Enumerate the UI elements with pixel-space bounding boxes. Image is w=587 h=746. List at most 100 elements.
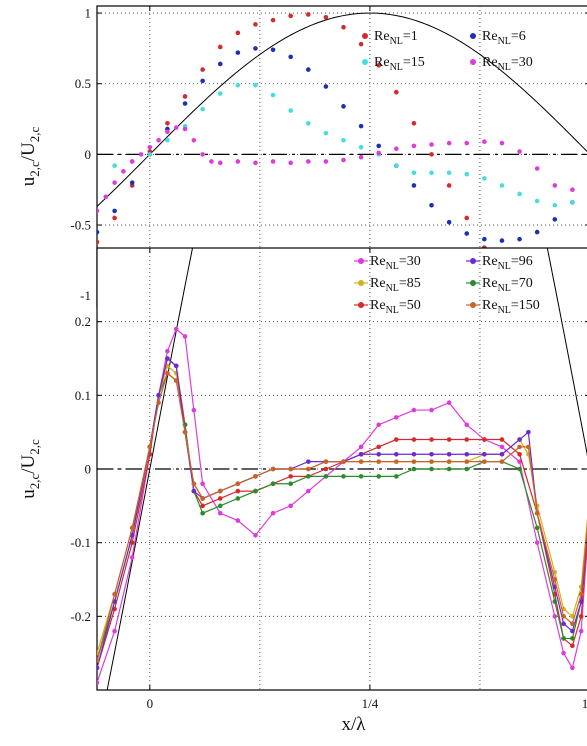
data-point xyxy=(288,13,293,19)
data-point xyxy=(394,415,399,420)
legend-marker xyxy=(470,59,476,65)
data-point xyxy=(270,47,276,53)
data-point xyxy=(182,101,188,106)
data-point xyxy=(341,104,346,109)
data-point xyxy=(464,437,470,442)
data-point xyxy=(499,140,505,146)
data-point xyxy=(253,533,258,538)
data-point xyxy=(464,215,470,221)
data-point xyxy=(191,137,197,143)
data-point xyxy=(305,120,311,126)
data-point xyxy=(570,614,575,619)
data-point xyxy=(411,407,417,413)
legend-label: ReNL=30 xyxy=(370,254,421,272)
data-point xyxy=(191,481,197,487)
y-tick-label: -0.2 xyxy=(70,609,91,624)
data-point xyxy=(200,503,205,509)
data-point xyxy=(394,146,399,152)
legend-item: ReNL=96 xyxy=(466,254,533,272)
data-point xyxy=(499,437,505,442)
y-tick-label: 0.5 xyxy=(75,76,91,91)
data-point xyxy=(112,163,117,168)
data-point xyxy=(165,348,170,354)
data-point xyxy=(200,496,205,501)
data-point xyxy=(288,503,293,509)
data-point xyxy=(147,152,153,157)
series-line xyxy=(97,328,587,683)
data-point xyxy=(499,238,505,243)
data-point xyxy=(341,459,346,464)
data-point xyxy=(217,44,223,50)
data-point xyxy=(570,628,575,634)
data-point xyxy=(235,50,241,55)
data-point xyxy=(578,591,584,597)
data-point xyxy=(517,149,522,154)
data-point xyxy=(561,636,566,641)
data-point xyxy=(112,591,117,597)
data-point xyxy=(376,459,382,464)
data-point xyxy=(341,137,346,143)
data-point xyxy=(552,202,558,208)
data-point xyxy=(464,466,470,472)
data-point xyxy=(411,143,417,149)
data-point xyxy=(182,126,188,132)
data-point xyxy=(376,444,382,450)
data-point xyxy=(394,474,399,479)
legend-item: ReNL=70 xyxy=(466,276,533,294)
data-point xyxy=(97,658,100,663)
data-point xyxy=(526,444,531,450)
data-point xyxy=(534,229,540,235)
legend-marker xyxy=(362,59,368,65)
legend-label: ReNL=15 xyxy=(374,55,425,73)
data-point xyxy=(270,17,276,23)
data-point xyxy=(253,488,258,494)
data-point xyxy=(217,61,223,67)
data-point xyxy=(147,444,153,450)
data-point xyxy=(376,143,382,149)
data-point xyxy=(578,614,584,619)
data-point xyxy=(200,481,205,487)
data-point xyxy=(358,123,364,129)
data-point xyxy=(534,525,540,531)
data-point xyxy=(97,680,100,685)
data-point xyxy=(358,459,364,464)
data-point xyxy=(288,466,293,472)
data-point xyxy=(394,437,399,442)
data-point xyxy=(103,194,109,200)
data-point xyxy=(191,407,197,413)
data-point xyxy=(129,159,135,164)
data-point xyxy=(129,555,135,560)
data-point xyxy=(217,160,223,166)
data-point xyxy=(138,152,144,157)
data-point xyxy=(182,94,188,99)
data-point xyxy=(517,451,522,457)
series-re-nl-15 xyxy=(112,82,575,208)
legend-item: ReNL=150 xyxy=(466,298,540,316)
data-point xyxy=(429,152,434,157)
data-point xyxy=(552,599,558,604)
data-point xyxy=(191,488,197,494)
data-point xyxy=(411,437,417,442)
data-point xyxy=(526,429,531,435)
data-point xyxy=(570,200,575,205)
data-point xyxy=(173,326,179,332)
data-point xyxy=(288,481,293,487)
data-point xyxy=(270,159,276,164)
data-point xyxy=(156,393,161,398)
data-point xyxy=(446,140,452,146)
data-point xyxy=(217,496,223,501)
data-point xyxy=(446,183,452,188)
data-point xyxy=(323,84,329,89)
data-point xyxy=(429,202,434,208)
data-point xyxy=(253,160,258,166)
series-re-nl-30 xyxy=(97,125,575,214)
data-point xyxy=(305,12,311,17)
data-point xyxy=(552,577,558,582)
data-point xyxy=(217,510,223,516)
data-point xyxy=(570,665,575,671)
data-point xyxy=(182,334,188,339)
data-point xyxy=(446,170,452,176)
data-point xyxy=(376,150,382,156)
data-point xyxy=(288,108,293,113)
data-point xyxy=(552,217,558,222)
